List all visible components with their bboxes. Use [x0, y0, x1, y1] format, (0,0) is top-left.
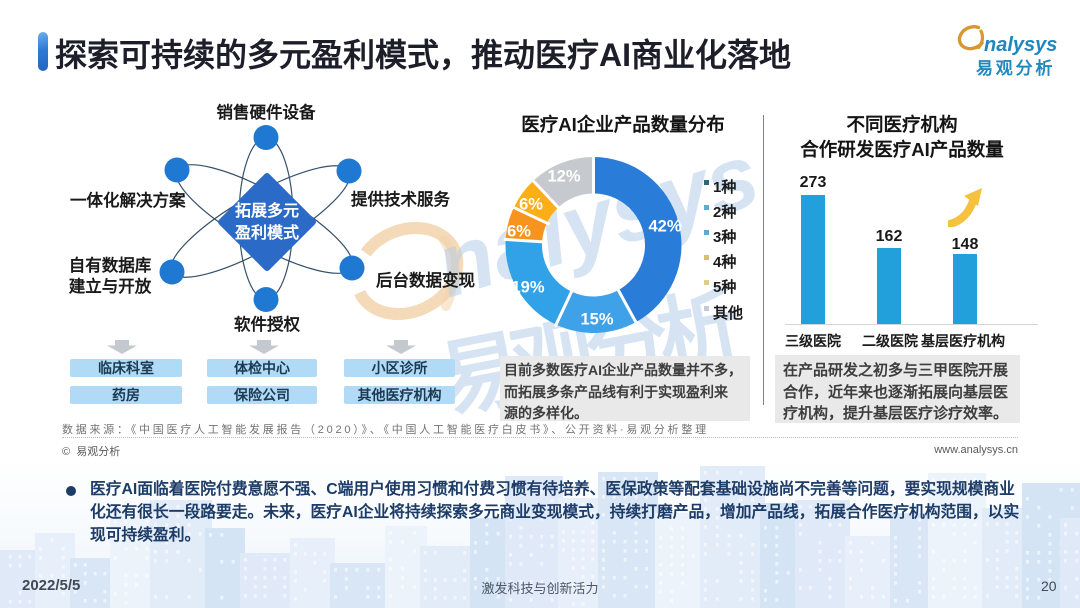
svg-text:盈利模式: 盈利模式 — [234, 223, 299, 242]
svg-text:nalysys: nalysys — [984, 34, 1057, 56]
svg-text:拓展多元: 拓展多元 — [235, 201, 299, 220]
svg-text:易观分析: 易观分析 — [976, 58, 1055, 78]
